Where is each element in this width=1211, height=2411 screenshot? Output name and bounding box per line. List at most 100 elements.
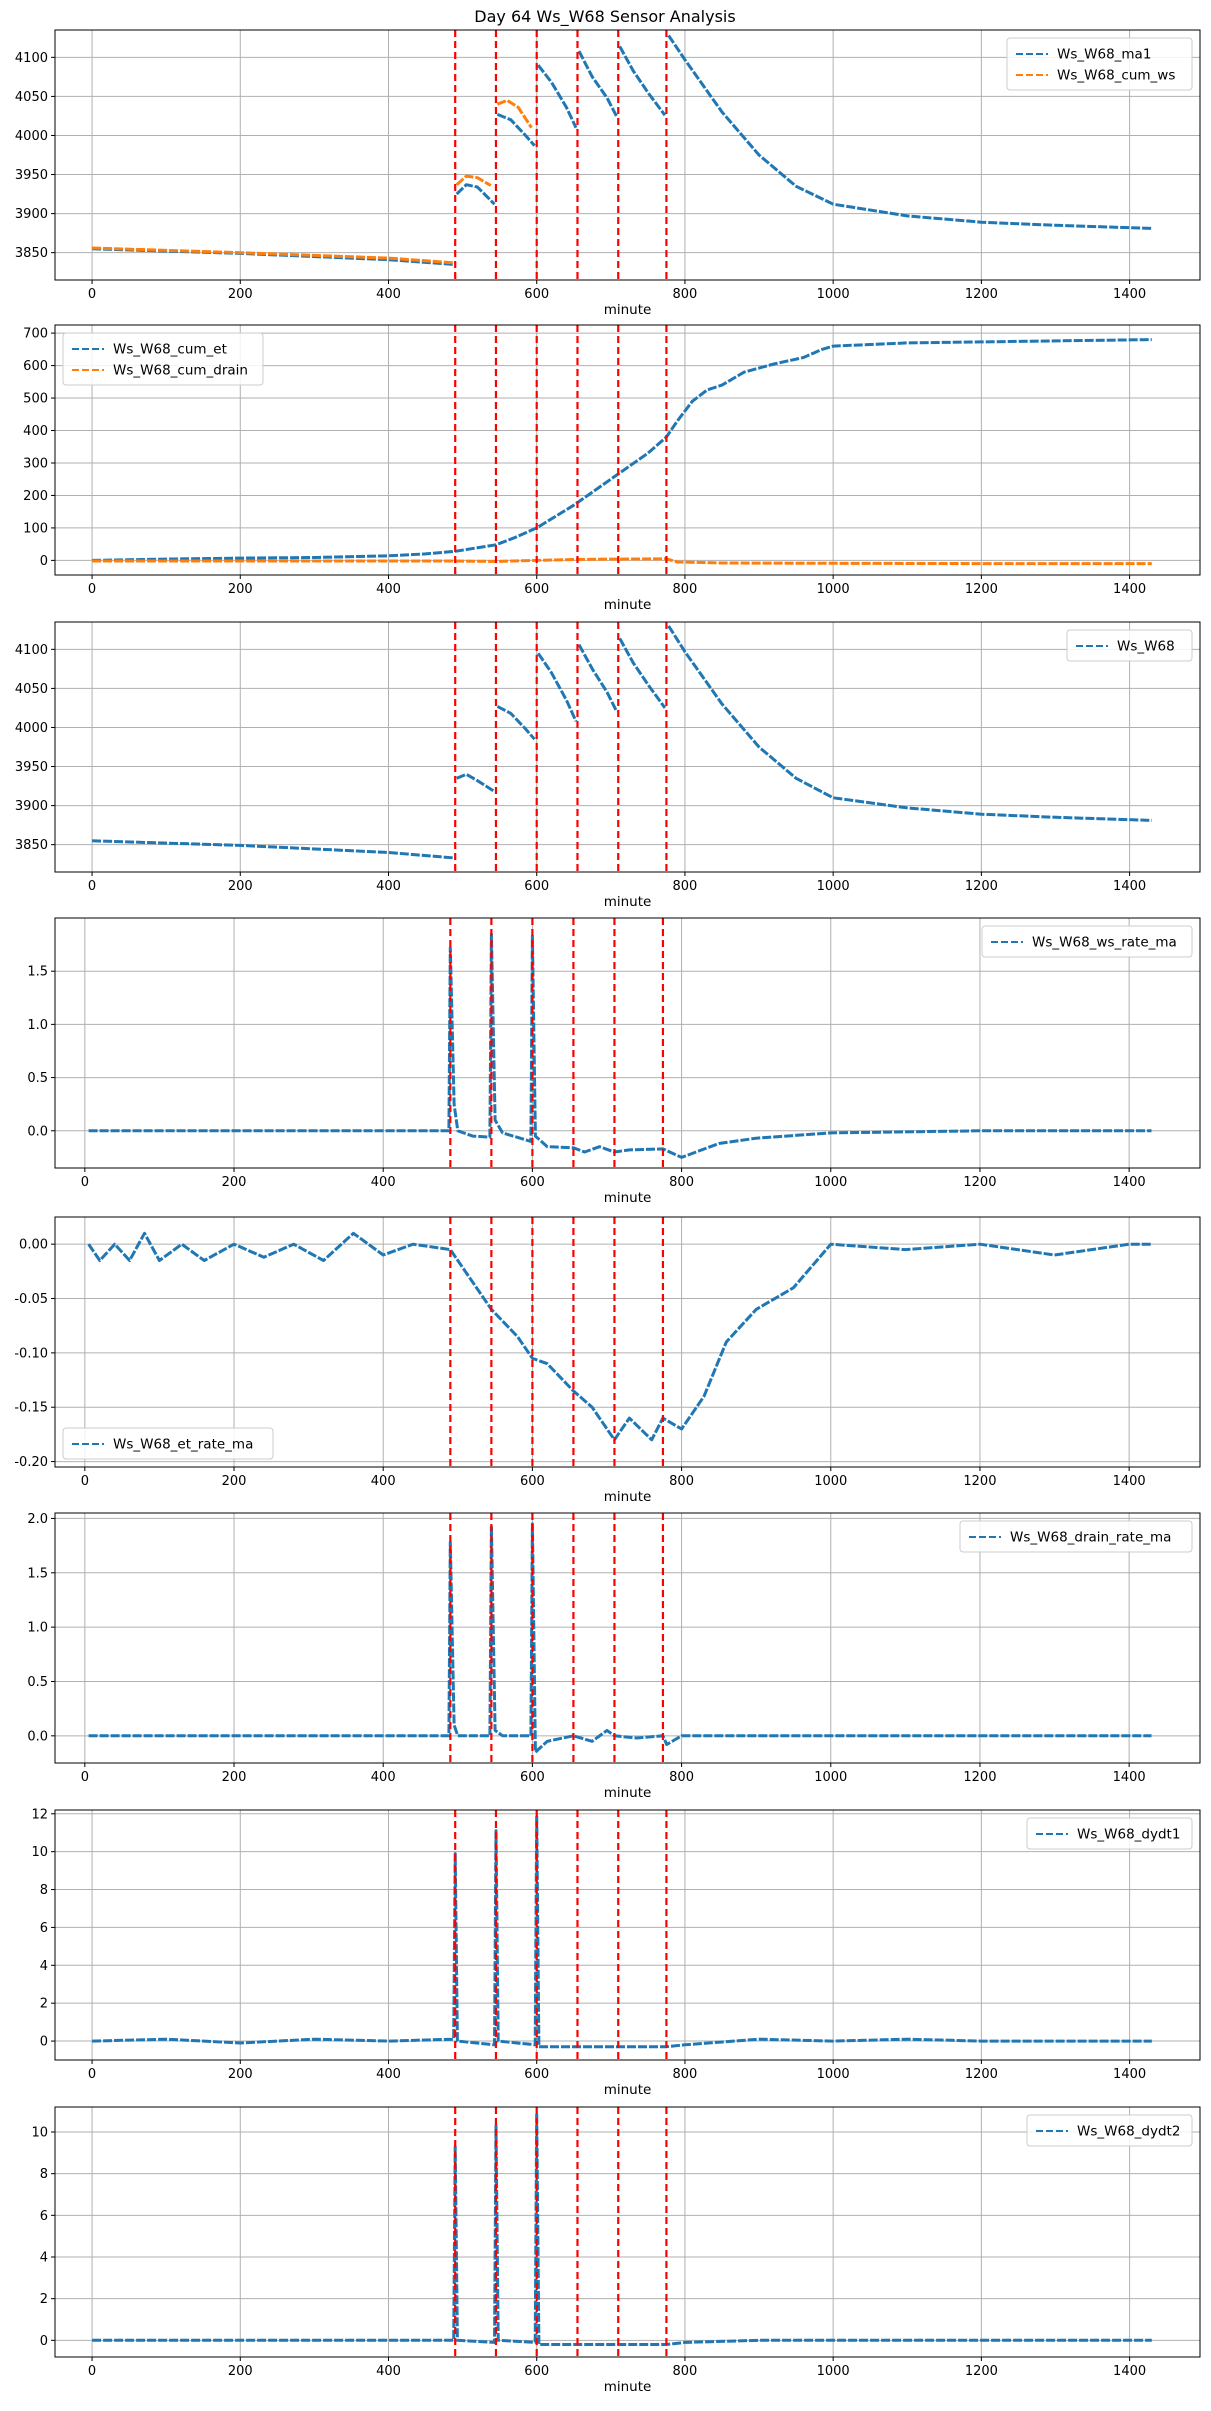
x-tick-label: 1200 [965,287,998,302]
x-tick-label: 800 [673,287,698,302]
axes-frame [54,29,1201,281]
x-tick-label: 1200 [963,1175,996,1190]
x-tick-label: 0 [88,582,96,597]
subplot-4: 0 200 400 600 800 1000 1200 1400 0.0 0.5 1.0 1.5 min… [27,917,1201,1206]
x-tick-label: 200 [222,1175,247,1190]
y-tick-label: 400 [23,424,48,439]
legend-box [62,1427,274,1460]
legend-box [959,1520,1193,1553]
x-tick-label: 1000 [814,1474,847,1489]
x-axis-label: minute [604,894,652,910]
legend-label: Ws_W68_ws_rate_ma [1032,935,1177,951]
x-tick-label: 0 [88,2067,96,2082]
x-tick-label: 1200 [965,2364,998,2379]
y-tick-label: 8 [40,2167,48,2182]
y-tick-label: 10 [31,2126,48,2141]
legend-box [1026,1817,1193,1850]
plot-area [92,2107,1152,2357]
x-tick-label: 400 [376,287,401,302]
legend-box [1026,2114,1193,2147]
y-tick-label: 1.0 [27,1018,48,1033]
x-tick-label: 200 [228,2067,253,2082]
x-tick-label: 400 [371,1770,396,1785]
series-line-ws-w68-ma1 [496,113,536,147]
x-tick-label: 1200 [963,1474,996,1489]
legend-label: Ws_W68_dydt2 [1077,2124,1180,2140]
x-tick-label: 600 [520,1474,545,1489]
series-line-ws-w68-cum-ws [92,246,454,265]
legend-label: Ws_W68_ma1 [1057,47,1151,63]
legend: Ws_W68_dydt1 [1026,1817,1193,1850]
y-tick-label: 1.5 [27,1566,48,1581]
x-tick-label: 600 [524,879,549,894]
y-tick-label: 3900 [15,207,48,222]
x-tick-label: 1400 [1113,2364,1146,2379]
y-tick-label: 300 [23,456,48,471]
x-tick-label: 200 [228,2364,253,2379]
series-line-ws-w68-ma1 [455,183,496,206]
y-tick-label: 2.0 [27,1512,48,1527]
subplot-3: 0 200 400 600 800 1000 1200 1400 3850 3900 3950 400… [15,621,1201,910]
series-line-ws-w68-dydt1 [92,1814,1152,2049]
x-tick-label: 1400 [1113,1175,1146,1190]
series-line-ws-w68 [496,705,536,741]
x-tick-label: 200 [228,287,253,302]
x-tick-label: 600 [520,1770,545,1785]
y-tick-label: 8 [40,1883,48,1898]
legend-box [62,332,264,386]
x-tick-label: 800 [673,582,698,597]
y-tick-label: 3850 [15,838,48,853]
y-tick-label: 500 [23,392,48,407]
series-line-ws-w68 [618,637,667,709]
x-axis-label: minute [604,1489,652,1505]
x-tick-label: 1400 [1113,2067,1146,2082]
x-tick-label: 400 [371,1175,396,1190]
subplot-2: 0 200 400 600 800 1000 1200 1400 0 100 200 300 400 50… [23,324,1201,613]
plot-area [88,918,1152,1168]
legend: Ws_W68_dydt2 [1026,2114,1193,2147]
x-tick-label: 800 [673,2067,698,2082]
x-tick-label: 400 [371,1474,396,1489]
axes-frame [54,917,1201,1169]
y-tick-label: 6 [40,1921,48,1936]
x-tick-label: 200 [228,879,253,894]
series-line-ws-w68-drain-rate-ma [88,1522,1152,1754]
x-tick-label: 1000 [817,2067,850,2082]
series-line-ws-w68-ma1 [577,50,619,118]
y-tick-label: 4000 [15,721,48,736]
plot-area [88,1513,1152,1763]
y-tick-label: 0.5 [27,1071,48,1086]
legend: Ws_W68_ma1 Ws_W68_cum_ws [1006,37,1193,91]
subplot-5: 0 200 400 600 800 1000 1200 1400 0.00 -0.05 -0.10 -… [14,1216,1201,1505]
legend: Ws_W68_drain_rate_ma [959,1520,1193,1553]
y-tick-label: 0 [40,554,48,569]
x-tick-label: 1000 [817,287,850,302]
plot-area [92,30,1152,280]
axes-frame [54,2106,1201,2358]
x-tick-label: 0 [88,879,96,894]
y-tick-label: 10 [31,1845,48,1860]
y-tick-label: 0.5 [27,1675,48,1690]
x-tick-label: 0 [81,1474,89,1489]
x-tick-label: 1400 [1113,287,1146,302]
y-tick-label: 0.0 [27,1124,48,1139]
y-tick-label: -0.10 [14,1346,48,1361]
plot-area [92,1810,1152,2060]
x-tick-label: 1400 [1113,582,1146,597]
x-tick-label: 1000 [814,1770,847,1785]
x-tick-label: 400 [376,879,401,894]
axes-frame [54,1809,1201,2061]
y-tick-label: 3950 [15,168,48,183]
subplot-8: 0 200 400 600 800 1000 1200 1400 0 2 4 6 8 10 minute Ws… [31,2106,1201,2395]
x-axis-label: minute [604,2082,652,2098]
series-line-ws-w68-cum-drain [92,557,1152,566]
x-tick-label: 800 [669,1770,694,1785]
y-tick-label: 700 [23,327,48,342]
y-tick-label: 1.0 [27,1621,48,1636]
y-tick-label: 100 [23,521,48,536]
y-tick-label: 3850 [15,246,48,261]
x-tick-label: 200 [222,1770,247,1785]
series-line-ws-w68 [92,839,454,860]
x-tick-label: 1000 [817,582,850,597]
